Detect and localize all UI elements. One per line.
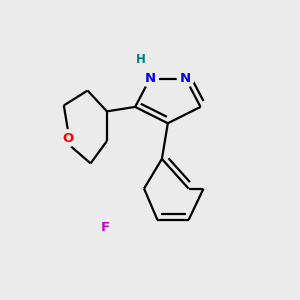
Text: O: O — [63, 132, 74, 145]
Text: H: H — [136, 53, 146, 66]
Text: F: F — [101, 221, 110, 234]
Circle shape — [132, 51, 149, 68]
Text: N: N — [180, 72, 191, 85]
Circle shape — [60, 130, 76, 146]
Circle shape — [142, 70, 158, 87]
Text: N: N — [144, 72, 156, 85]
Circle shape — [97, 219, 114, 236]
Circle shape — [177, 70, 194, 87]
